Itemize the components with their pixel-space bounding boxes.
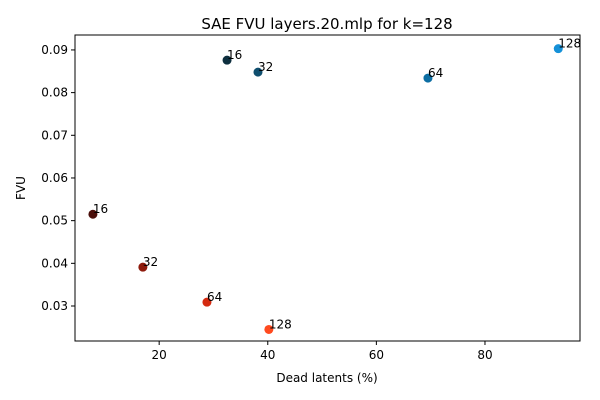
point-label: 128 <box>558 37 581 51</box>
x-tick-label: 80 <box>477 348 492 362</box>
point-label: 128 <box>269 317 292 331</box>
data-point <box>553 44 563 54</box>
y-axis-ticks: 0.03 0.04 0.05 0.06 0.07 0.08 0.09 <box>41 43 75 313</box>
y-tick-label: 0.07 <box>41 128 68 142</box>
point-label: 16 <box>93 202 108 216</box>
x-axis-ticks: 20 40 60 80 <box>152 341 493 362</box>
y-tick-label: 0.03 <box>41 299 68 313</box>
x-tick-label: 20 <box>152 348 167 362</box>
point-label: 32 <box>258 60 273 74</box>
point-label: 64 <box>207 290 222 304</box>
y-tick-label: 0.09 <box>41 43 68 57</box>
x-tick-label: 40 <box>260 348 275 362</box>
data-point <box>253 67 263 77</box>
data-point <box>88 209 98 219</box>
y-tick-label: 0.08 <box>41 86 68 100</box>
data-point <box>423 73 433 83</box>
point-label: 16 <box>227 48 242 62</box>
point-label: 32 <box>143 255 158 269</box>
plot-area: 20 40 60 80 0.03 0.04 0.05 0.06 0.07 0.08 0.09 16… <box>41 34 581 362</box>
x-axis-label: Dead latents (%) <box>276 371 377 385</box>
y-axis-label: FVU <box>14 176 28 200</box>
data-points: 16 32 64 128 16 32 64 128 <box>88 37 581 334</box>
data-point <box>202 297 212 307</box>
data-point <box>222 55 232 65</box>
chart-title: SAE FVU layers.20.mlp for k=128 <box>201 15 452 33</box>
data-point <box>264 324 274 334</box>
y-tick-label: 0.06 <box>41 171 68 185</box>
x-tick-label: 60 <box>369 348 384 362</box>
data-point <box>138 262 148 272</box>
point-label: 64 <box>428 66 443 80</box>
plot-frame <box>74 34 581 342</box>
y-tick-label: 0.05 <box>41 214 68 228</box>
y-tick-label: 0.04 <box>41 256 68 270</box>
